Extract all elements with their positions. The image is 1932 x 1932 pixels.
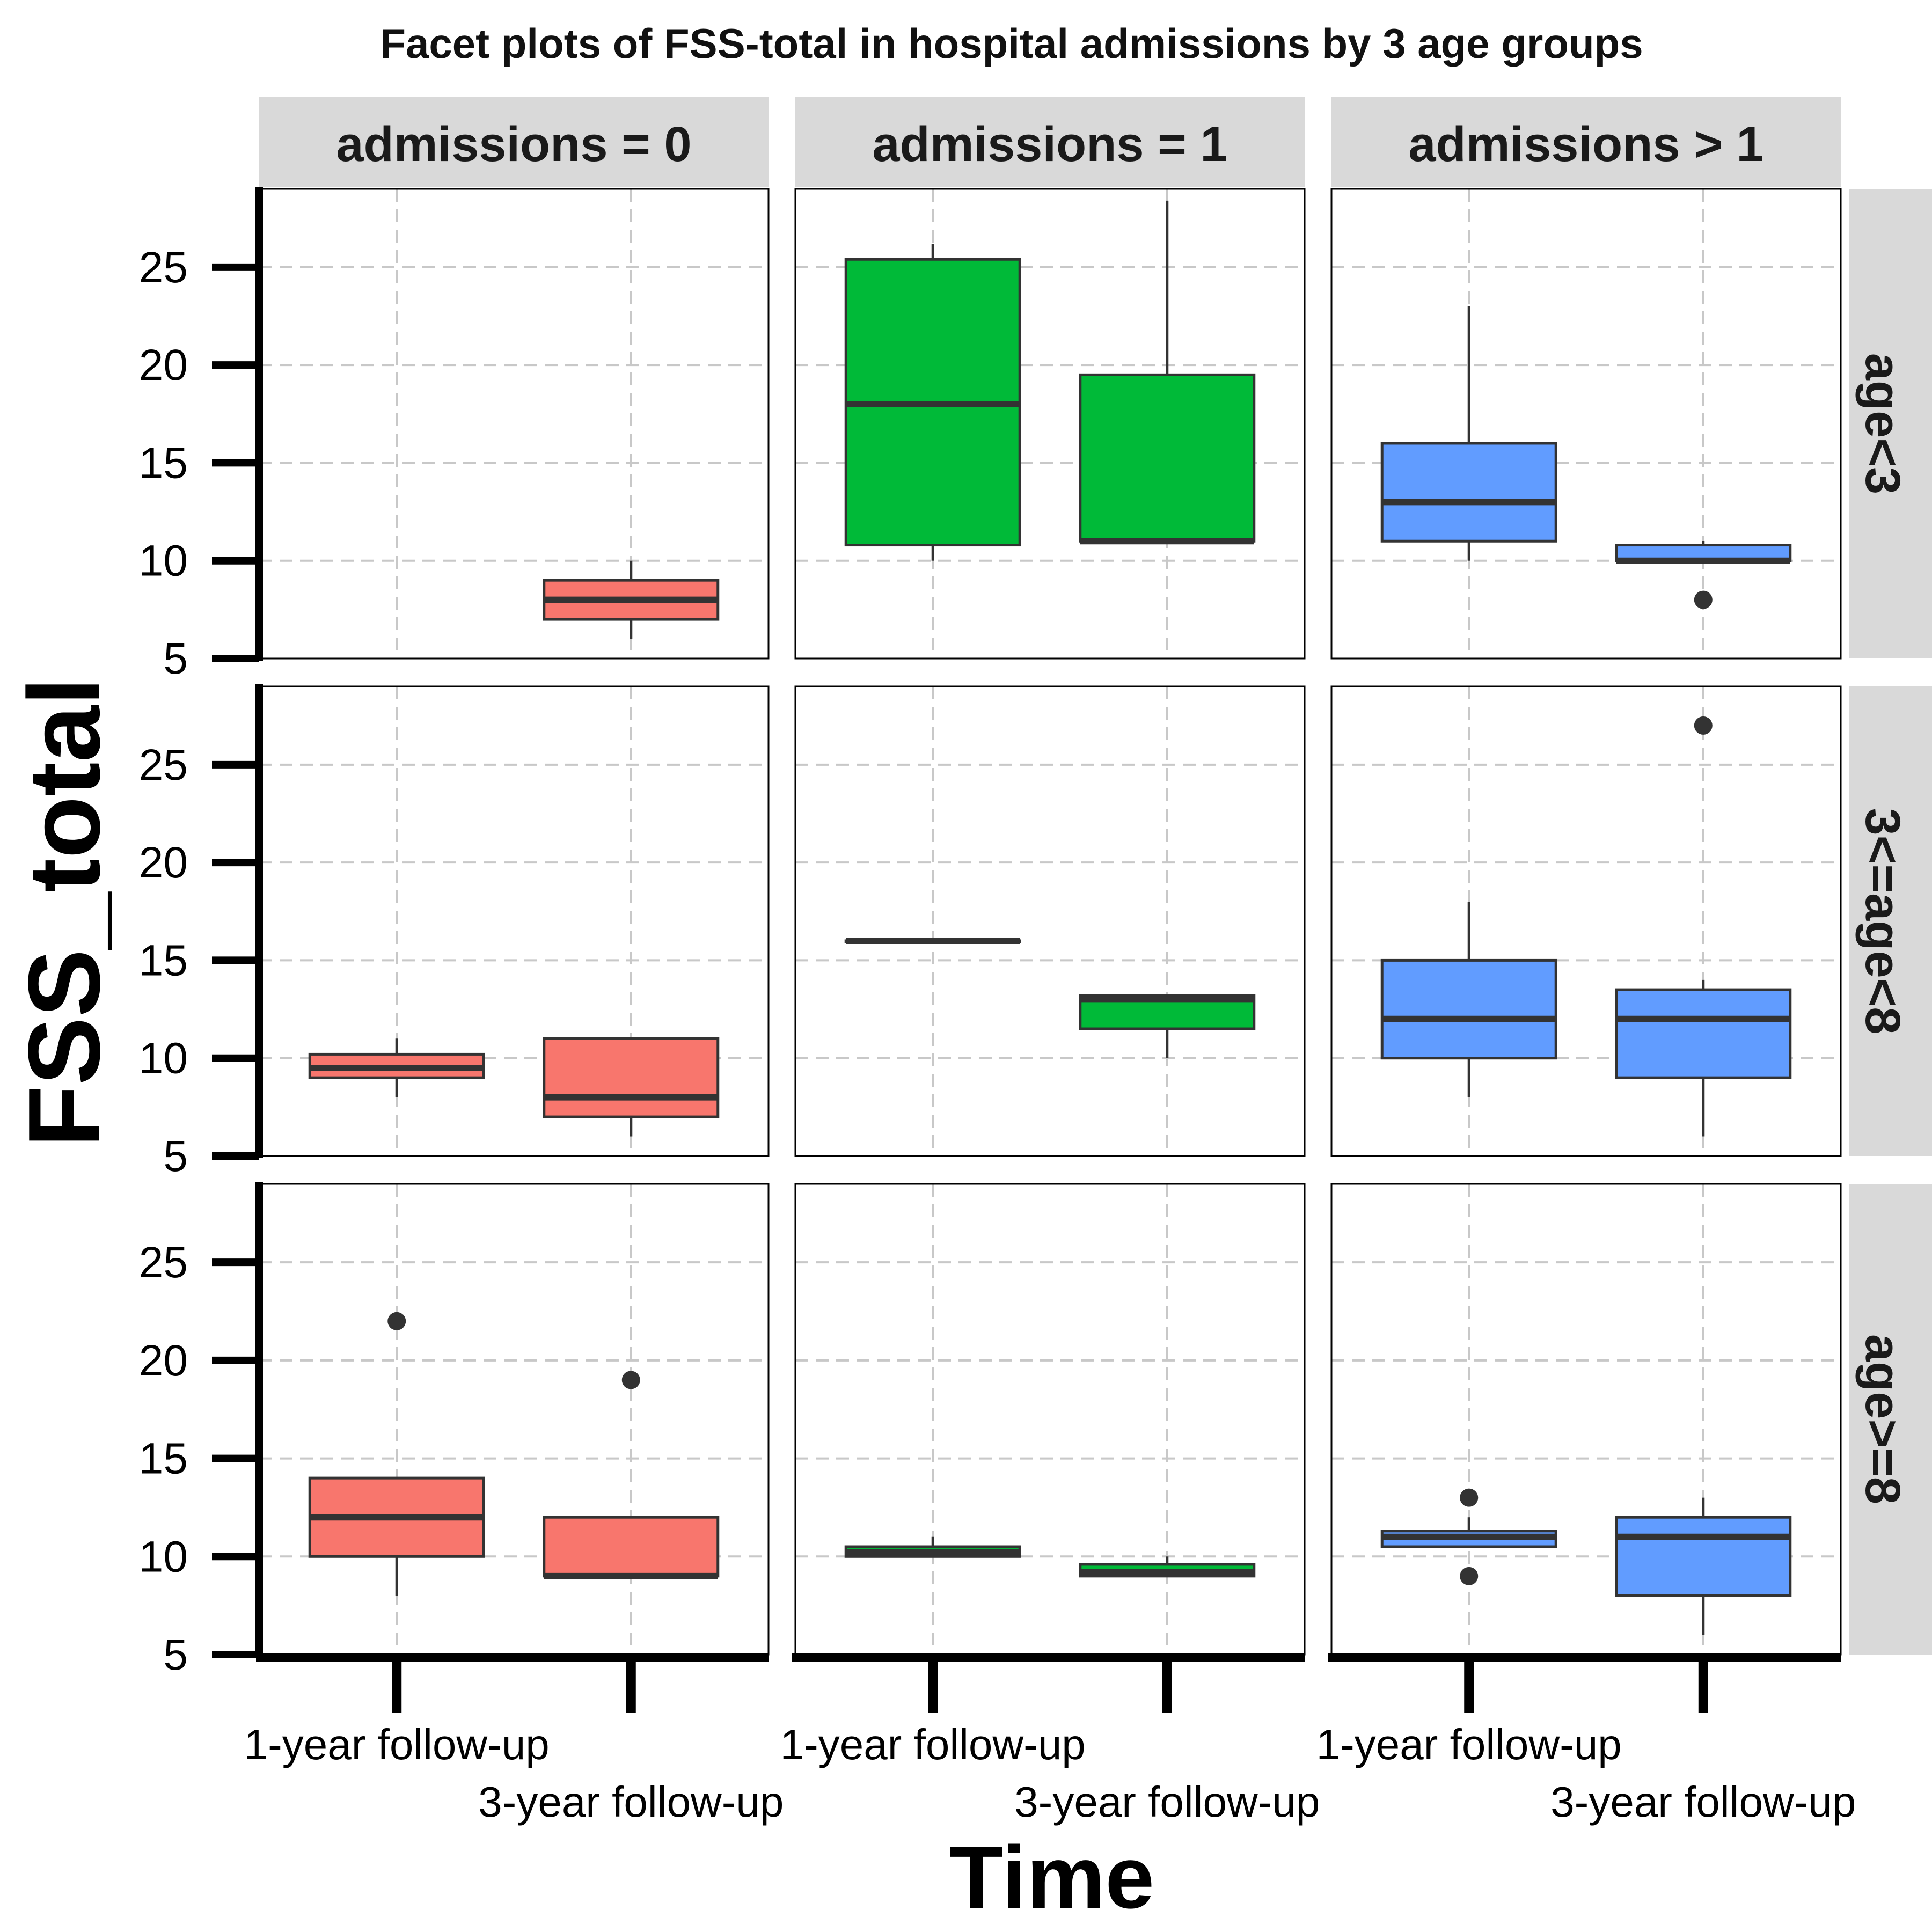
boxplot (308, 1038, 485, 1097)
facet-panel (794, 685, 1306, 1157)
boxplot-box (1615, 1516, 1792, 1597)
boxplot (1380, 1488, 1557, 1585)
boxplot (1615, 716, 1792, 1137)
chart-title: Facet plots of FSS-total in hospital adm… (380, 20, 1643, 67)
panel-border (1330, 685, 1842, 1157)
facet-strip-top-label: admissions = 1 (872, 117, 1227, 172)
boxplot (844, 244, 1021, 561)
boxplot (543, 1037, 720, 1137)
facet-panel (794, 1183, 1306, 1656)
boxplot (308, 1312, 485, 1596)
facet-strip-right-label: age<3 (1855, 353, 1910, 494)
boxplot (1615, 1497, 1792, 1635)
facet-strip-right-label: 3<=age<8 (1855, 808, 1910, 1034)
y-tick-label: 15 (139, 438, 188, 487)
y-tick-label: 5 (163, 1132, 188, 1181)
boxplot-outlier-point (1460, 1488, 1479, 1507)
boxplot (543, 1371, 720, 1579)
boxplot (543, 560, 720, 639)
x-tick-label: 1-year follow-up (780, 1721, 1086, 1768)
facet-panel (258, 685, 770, 1157)
x-tick-label: 1-year follow-up (244, 1721, 550, 1768)
boxplot-box (1079, 373, 1256, 543)
y-tick-label: 20 (139, 838, 188, 887)
boxplot (844, 937, 1021, 944)
x-tick-label: 3-year follow-up (1550, 1778, 1856, 1826)
y-tick-label: 20 (139, 1336, 188, 1385)
facet-strip-right (1849, 686, 1932, 1156)
boxplot-outlier-point (621, 1371, 640, 1389)
boxplot (1079, 1556, 1256, 1578)
y-tick-label: 10 (139, 1532, 188, 1581)
facet-panel (1330, 685, 1842, 1157)
x-axis-label: Time (949, 1828, 1154, 1927)
y-tick-label: 5 (163, 1630, 188, 1679)
facet-panel (1330, 1183, 1842, 1656)
boxplot-box (543, 1516, 720, 1578)
y-tick-label: 15 (139, 936, 188, 985)
boxplot-box (543, 1037, 720, 1118)
y-tick-label: 15 (139, 1435, 188, 1483)
facet-panel (258, 1183, 770, 1656)
boxplot (1380, 902, 1557, 1097)
facet-strip-right-label: age>=8 (1855, 1334, 1910, 1504)
boxplot-box (1615, 988, 1792, 1079)
facet-panel (258, 188, 770, 660)
facet-strip-right (1849, 1184, 1932, 1655)
x-tick-label: 3-year follow-up (1014, 1778, 1320, 1826)
panel-border (794, 188, 1306, 660)
facet-panel (794, 188, 1306, 660)
boxplot-outlier-point (1694, 590, 1713, 609)
y-tick-label: 10 (139, 1034, 188, 1083)
y-tick-label: 25 (139, 741, 188, 789)
boxplot (844, 1536, 1021, 1558)
panel-border (1330, 188, 1842, 660)
y-tick-label: 10 (139, 537, 188, 586)
facet-strip-top (1331, 97, 1841, 187)
panel-border (794, 685, 1306, 1157)
boxplot-outlier-point (387, 1312, 406, 1330)
facet-panel (1330, 188, 1842, 660)
facet-strip-top-label: admissions > 1 (1408, 117, 1763, 172)
facet-strip-right (1849, 189, 1932, 658)
panels-layer: admissions = 0 admissions = 1 admissions >… (139, 97, 1932, 1826)
y-tick-label: 25 (139, 1238, 188, 1287)
y-tick-label: 20 (139, 341, 188, 390)
y-tick-label: 5 (163, 634, 188, 683)
y-tick-label: 25 (139, 243, 188, 292)
facet-strip-top-label: admissions = 0 (336, 117, 691, 172)
facet-strip-top (259, 97, 769, 187)
boxplot-outlier-point (1694, 716, 1713, 735)
y-axis-label: FSS_total (8, 677, 121, 1147)
facet-strip-top (795, 97, 1305, 187)
boxplot (1380, 306, 1557, 561)
boxplot-box (1380, 958, 1557, 1060)
boxplot (1079, 994, 1256, 1058)
boxplot (1615, 541, 1792, 609)
boxplot (1079, 200, 1256, 545)
x-tick-label: 1-year follow-up (1316, 1721, 1622, 1768)
boxplot-outlier-point (1460, 1567, 1479, 1585)
boxplot-box (1380, 442, 1557, 543)
x-tick-label: 3-year follow-up (478, 1778, 784, 1826)
